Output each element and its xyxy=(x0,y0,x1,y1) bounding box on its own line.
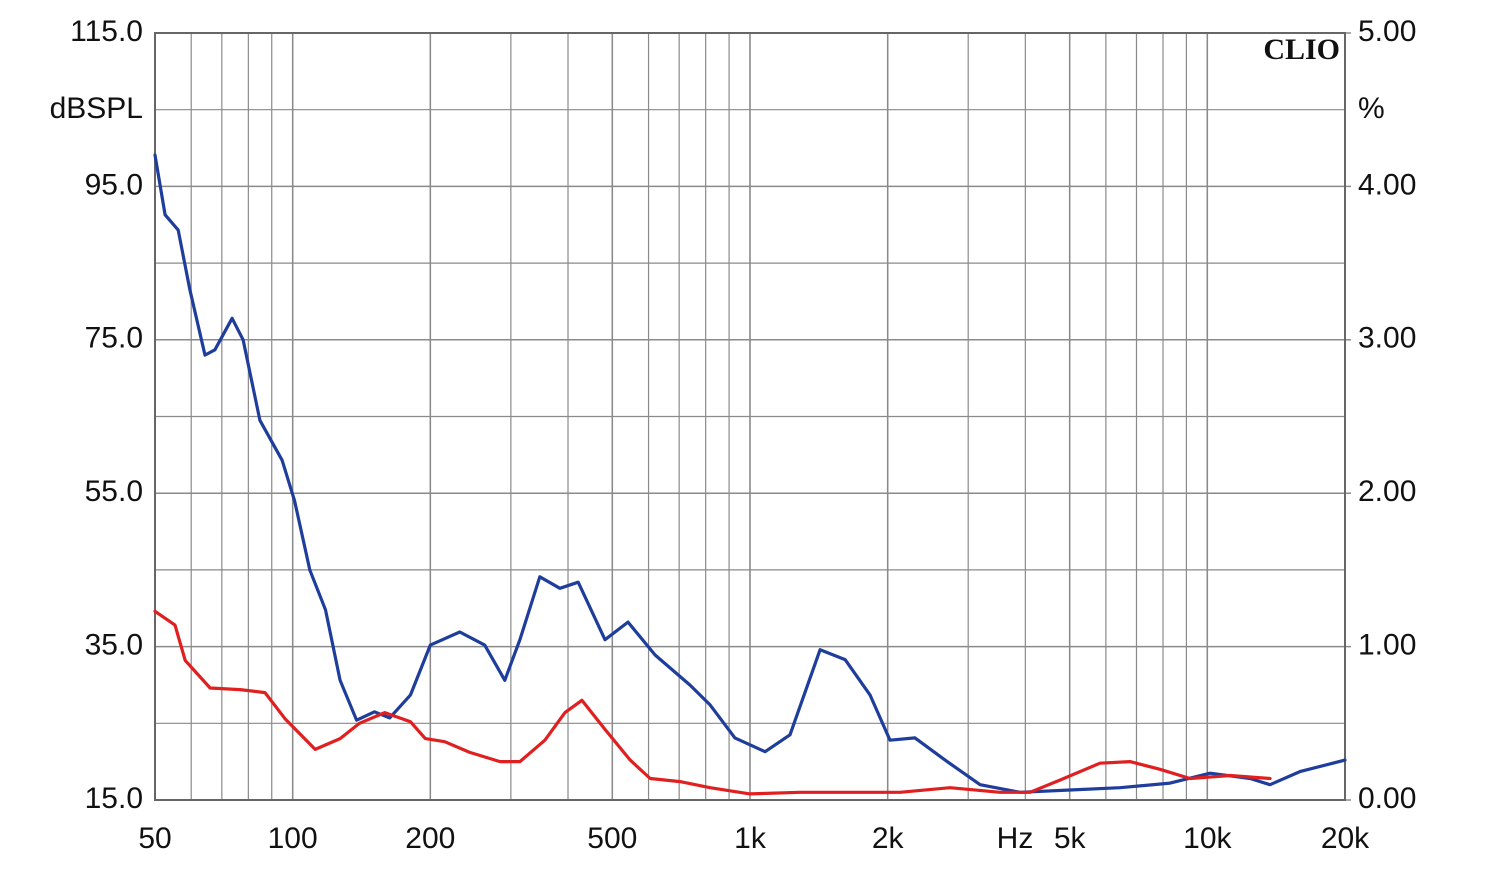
logo: CLIO xyxy=(1263,33,1340,66)
x-tick-label: 20k xyxy=(1321,822,1370,855)
y2-axis-label: % xyxy=(1358,92,1385,125)
grid xyxy=(154,32,1351,801)
y-axis-label: dBSPL xyxy=(50,92,143,125)
x-tick-label: 100 xyxy=(268,822,318,855)
y-tick-label: 75.0 xyxy=(85,322,143,355)
y2-tick-label: 1.00 xyxy=(1358,629,1416,662)
y-tick-label: 35.0 xyxy=(85,629,143,662)
x-tick-label: 50 xyxy=(138,822,171,855)
x-tick-label: 10k xyxy=(1183,822,1232,855)
y-tick-label: 15.0 xyxy=(85,782,143,815)
x-axis-label: Hz xyxy=(997,822,1034,855)
y2-tick-label: 0.00 xyxy=(1358,782,1416,815)
x-tick-label: 1k xyxy=(734,822,767,855)
y2-tick-label: 3.00 xyxy=(1358,322,1416,355)
y-tick-label: 115.0 xyxy=(70,15,143,48)
y-tick-label: 55.0 xyxy=(85,475,143,508)
x-tick-label: 200 xyxy=(405,822,455,855)
plot-frame xyxy=(154,32,1346,801)
y2-tick-label: 2.00 xyxy=(1358,475,1416,508)
y2-tick-label: 5.00 xyxy=(1358,15,1416,48)
y2-tick-label: 4.00 xyxy=(1358,168,1416,201)
series-group xyxy=(153,153,1347,796)
line-series xyxy=(153,609,1272,796)
x-tick-label: 500 xyxy=(587,822,637,855)
x-tick-label: 2k xyxy=(872,822,905,855)
x-tick-label: 5k xyxy=(1054,822,1087,855)
y-tick-label: 95.0 xyxy=(85,168,143,201)
